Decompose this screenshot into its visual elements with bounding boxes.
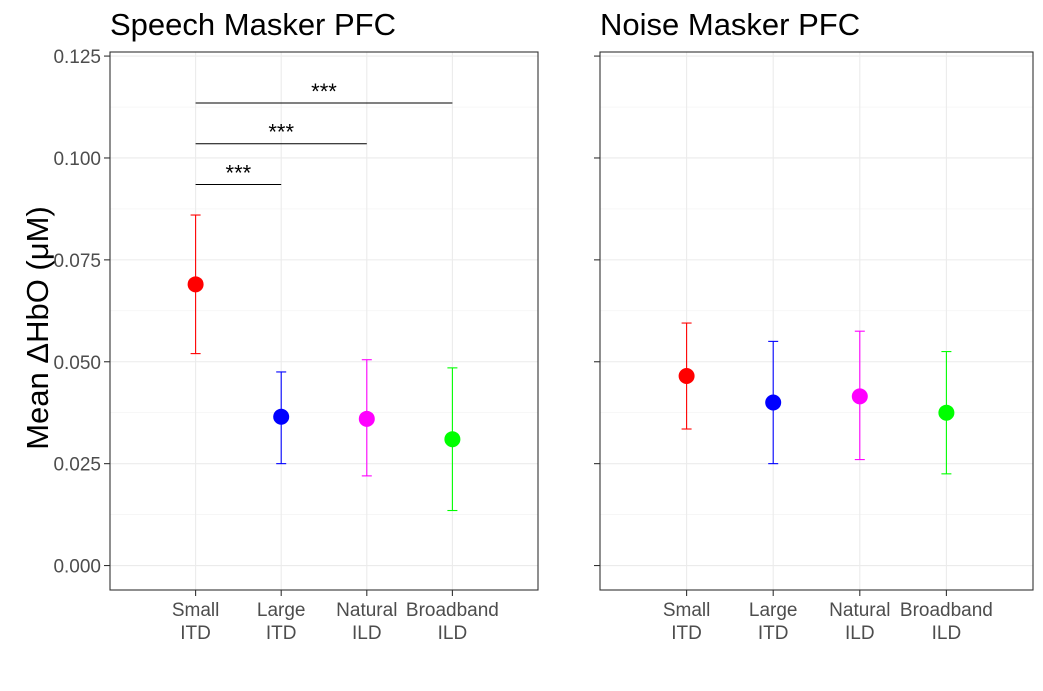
y-tick-label: 0.000 bbox=[53, 557, 101, 578]
significance-label-3: *** bbox=[311, 79, 337, 104]
point-large-itd bbox=[765, 394, 782, 411]
significance-label-1: *** bbox=[226, 160, 252, 185]
panel-title: Noise Masker PFC bbox=[600, 7, 860, 42]
y-tick-label: 0.050 bbox=[53, 353, 101, 374]
panel-title: Speech Masker PFC bbox=[110, 7, 396, 42]
y-tick-label: 0.025 bbox=[53, 455, 101, 476]
point-small-itd bbox=[678, 368, 695, 385]
panel-speech-masker: Speech Masker PFC 0.000 0.025 0.050 0.075 0.1… bbox=[53, 7, 539, 644]
point-natural-ild bbox=[358, 410, 375, 427]
panel-border bbox=[599, 51, 1034, 591]
significance-label-2: *** bbox=[268, 120, 294, 145]
x-tick-label-natural-ild: Natural ILD bbox=[829, 600, 890, 644]
y-tick-label: 0.075 bbox=[53, 251, 101, 272]
panel-noise-masker: Noise Masker PFC Small ITD Large ITD Natural I… bbox=[594, 7, 1034, 644]
x-tick-label-natural-ild: Natural ILD bbox=[336, 600, 397, 644]
y-tick-label: 0.100 bbox=[53, 149, 101, 170]
panel-border bbox=[109, 51, 539, 591]
x-tick-label-small-itd: Small ITD bbox=[663, 600, 711, 644]
x-tick-label-broadband-ild: Broadband ILD bbox=[406, 600, 499, 644]
x-tick-label-broadband-ild: Broadband ILD bbox=[900, 600, 993, 644]
point-broadband-ild bbox=[444, 431, 461, 448]
y-axis-label: Mean ΔHbO (μM) bbox=[20, 206, 55, 450]
point-small-itd bbox=[187, 276, 204, 293]
x-tick-label-large-itd: Large ITD bbox=[257, 600, 306, 644]
y-tick-label: 0.125 bbox=[53, 47, 101, 68]
point-large-itd bbox=[273, 408, 290, 425]
point-natural-ild bbox=[851, 388, 868, 405]
x-tick-label-small-itd: Small ITD bbox=[172, 600, 220, 644]
x-tick-label-large-itd: Large ITD bbox=[749, 600, 798, 644]
point-broadband-ild bbox=[938, 404, 955, 421]
